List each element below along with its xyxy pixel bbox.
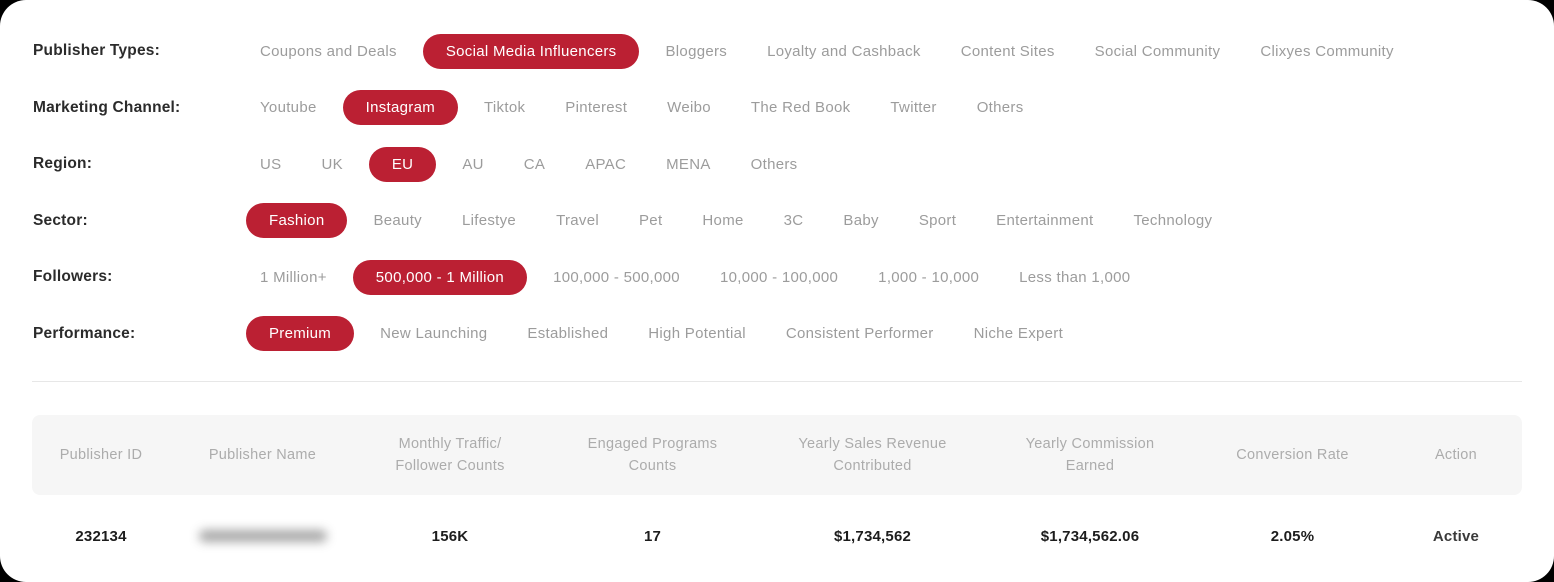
filter-option-instagram-selected[interactable]: Instagram (342, 90, 459, 126)
filter-option-social-community[interactable]: Social Community (1094, 42, 1221, 60)
filter-label-sector: Sector: (33, 211, 88, 229)
table-row: 232134 156K 17 $1,734,562 $1,734,562.06 … (32, 495, 1522, 577)
filter-option-travel[interactable]: Travel (556, 212, 599, 230)
filter-option-baby[interactable]: Baby (843, 212, 879, 230)
filter-option-youtube[interactable]: Youtube (260, 99, 317, 117)
filter-option-ca[interactable]: CA (523, 155, 546, 173)
filter-option-loyalty-and-cashback[interactable]: Loyalty and Cashback (767, 42, 921, 60)
filter-option-pinterest[interactable]: Pinterest (565, 99, 628, 117)
filter-option-premium-selected[interactable]: Premium (246, 316, 355, 352)
filter-option-uk[interactable]: UK (321, 155, 343, 173)
table-header-row: Publisher ID Publisher Name Monthly Traf… (32, 415, 1522, 495)
publisher-table: Publisher ID Publisher Name Monthly Traf… (0, 382, 1554, 577)
filter-option-eu-selected[interactable]: EU (368, 146, 437, 182)
column-header-monthly-traffic: Monthly Traffic/ Follower Counts (395, 435, 505, 474)
column-header-publisher-name: Publisher Name (208, 446, 317, 463)
column-header-publisher-id: Publisher ID (59, 446, 143, 463)
filter-row-performance: Performance: Premium New Launching Establis… (33, 306, 1524, 363)
filter-option-clixyes-community[interactable]: Clixyes Community (1260, 42, 1394, 60)
section-divider (32, 381, 1522, 382)
column-header-yearly-commission: Yearly Commission Earned (1025, 435, 1155, 474)
filter-option-500000---1-million-selected[interactable]: 500,000 - 1 Million (352, 259, 528, 295)
filter-option-weibo[interactable]: Weibo (667, 99, 711, 117)
filter-option-tiktok[interactable]: Tiktok (484, 99, 526, 117)
filter-row-marketing-channel: Marketing Channel: Youtube Instagram Tiktok… (33, 80, 1524, 137)
filter-option-lifestye[interactable]: Lifestye (461, 212, 517, 230)
filter-options-region: US UK EU AU CA APAC MENA Others (240, 146, 818, 182)
filter-option-technology[interactable]: Technology (1133, 212, 1213, 230)
filter-option-us[interactable]: US (260, 155, 282, 173)
filter-option-niche-expert[interactable]: Niche Expert (973, 325, 1064, 343)
filter-option-1-million[interactable]: 1 Million+ (260, 268, 327, 286)
cell-action-status[interactable]: Active (1432, 527, 1480, 545)
filter-option-beauty[interactable]: Beauty (373, 212, 422, 230)
filter-option-content-sites[interactable]: Content Sites (960, 42, 1055, 60)
filter-option-consistent-performer[interactable]: Consistent Performer (785, 325, 934, 343)
filter-option-mena[interactable]: MENA (666, 155, 711, 173)
cell-conversion-rate: 2.05% (1270, 527, 1315, 545)
filter-row-publisher-types: Publisher Types: Coupons and Deals Social … (33, 23, 1524, 80)
filter-option-high-potential[interactable]: High Potential (648, 325, 746, 343)
filter-option-home[interactable]: Home (702, 212, 744, 230)
filter-option-others[interactable]: Others (976, 99, 1024, 117)
filter-option-100000---500000[interactable]: 100,000 - 500,000 (553, 268, 680, 286)
cell-yearly-sales: $1,734,562 (833, 527, 912, 545)
filter-option-the-red-book[interactable]: The Red Book (750, 99, 851, 117)
filter-option-coupons-and-deals[interactable]: Coupons and Deals (260, 42, 397, 60)
filter-option-1000---10000[interactable]: 1,000 - 10,000 (878, 268, 980, 286)
filter-options-performance: Premium New Launching Established High Pote… (240, 316, 1083, 352)
filter-label-performance: Performance: (33, 324, 136, 342)
filter-row-sector: Sector: Fashion Beauty Lifestye Travel Pet Hom… (33, 193, 1524, 250)
column-header-engaged-programs: Engaged Programs Counts (587, 435, 718, 474)
filter-option-pet[interactable]: Pet (639, 212, 663, 230)
filter-options-marketing-channel: Youtube Instagram Tiktok Pinterest Weibo The … (240, 90, 1044, 126)
cell-publisher-id: 232134 (75, 527, 127, 545)
filter-options-publisher-types: Coupons and Deals Social Media Influencer… (240, 33, 1414, 69)
filter-option-entertainment[interactable]: Entertainment (996, 212, 1094, 230)
filter-label-publisher-types: Publisher Types: (33, 42, 160, 60)
filter-option-sport[interactable]: Sport (918, 212, 957, 230)
cell-publisher-name (170, 530, 355, 542)
filter-option-3c[interactable]: 3C (783, 212, 804, 230)
filter-option-au[interactable]: AU (462, 155, 484, 173)
filter-row-region: Region: US UK EU AU CA APAC MENA Others (33, 136, 1524, 193)
cell-engaged-programs: 17 (643, 527, 662, 545)
filter-option-established[interactable]: Established (527, 325, 609, 343)
filter-option-social-media-influencers-selected[interactable]: Social Media Influencers (422, 33, 640, 69)
publisher-name-redacted-blur (198, 530, 327, 542)
column-header-conversion-rate: Conversion Rate (1236, 446, 1349, 463)
filter-option-new-launching[interactable]: New Launching (380, 325, 488, 343)
filter-option-10000---100000[interactable]: 10,000 - 100,000 (719, 268, 839, 286)
filter-label-marketing-channel: Marketing Channel: (33, 98, 181, 116)
filter-option-twitter[interactable]: Twitter (890, 99, 937, 117)
cell-yearly-commission: $1,734,562.06 (1040, 527, 1140, 545)
filter-option-fashion-selected[interactable]: Fashion (246, 203, 348, 239)
filter-option-bloggers[interactable]: Bloggers (665, 42, 728, 60)
cell-monthly-traffic: 156K (431, 527, 469, 545)
column-header-yearly-sales: Yearly Sales Revenue Contributed (798, 435, 947, 474)
filter-label-region: Region: (33, 155, 93, 173)
filter-row-followers: Followers: 1 Million+ 500,000 - 1 Million 1… (33, 249, 1524, 306)
filter-option-apac[interactable]: APAC (585, 155, 627, 173)
filter-label-followers: Followers: (33, 268, 113, 286)
filter-option-others[interactable]: Others (750, 155, 798, 173)
filter-option-less-than-1000[interactable]: Less than 1,000 (1019, 268, 1131, 286)
filter-options-sector: Fashion Beauty Lifestye Travel Pet Home 3C Baby… (240, 203, 1232, 239)
column-header-action: Action (1434, 446, 1478, 463)
filter-section: Publisher Types: Coupons and Deals Social … (33, 23, 1524, 363)
filter-options-followers: 1 Million+ 500,000 - 1 Million 100,000 - 5… (240, 259, 1150, 295)
